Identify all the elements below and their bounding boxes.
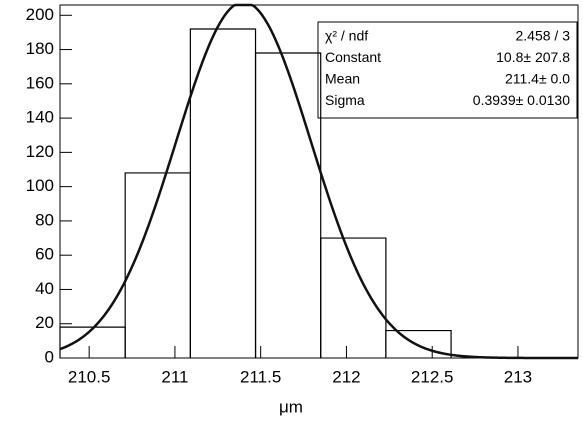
y-tick-label: 60 xyxy=(35,245,54,264)
fit-curve xyxy=(59,3,578,360)
stats-value: 0.3939± 0.0130 xyxy=(473,92,570,108)
y-tick-label: 140 xyxy=(26,108,54,127)
x-tick-label: 212 xyxy=(332,367,360,386)
y-tick-label: 20 xyxy=(35,313,54,332)
y-tick-label: 0 xyxy=(45,347,54,366)
x-tick-label: 211 xyxy=(161,367,188,386)
histogram-bin xyxy=(320,237,387,358)
y-tick-label: 80 xyxy=(35,210,54,229)
stats-value: 10.8± 207.8 xyxy=(496,49,570,65)
stats-name: Constant xyxy=(325,49,381,65)
stats-name: χ² / ndf xyxy=(325,28,368,44)
y-tick-label: 40 xyxy=(35,279,54,298)
y-tick-label: 180 xyxy=(26,39,54,58)
plot-frame xyxy=(59,4,579,359)
x-axis-label: μm xyxy=(279,397,303,416)
y-tick-label: 100 xyxy=(26,176,54,195)
x-tick-label: 212.5 xyxy=(411,367,454,386)
histogram-bin xyxy=(59,326,126,358)
stats-value: 2.458 / 3 xyxy=(516,28,571,44)
stats-value: 211.4± 0.0 xyxy=(505,71,570,87)
y-tick-label: 200 xyxy=(26,5,54,24)
stats-box xyxy=(317,21,578,119)
stats-name: Mean xyxy=(325,71,360,87)
histogram-bin xyxy=(254,52,322,358)
stats-name: Sigma xyxy=(325,92,365,108)
histogram-bin xyxy=(189,28,257,358)
x-tick-label: 213 xyxy=(504,367,532,386)
x-tick-label: 210.5 xyxy=(68,367,111,386)
y-tick-label: 160 xyxy=(26,73,54,92)
x-tick-label: 211.5 xyxy=(240,367,281,386)
y-tick-label: 120 xyxy=(26,142,54,161)
histogram-bin xyxy=(385,329,452,358)
